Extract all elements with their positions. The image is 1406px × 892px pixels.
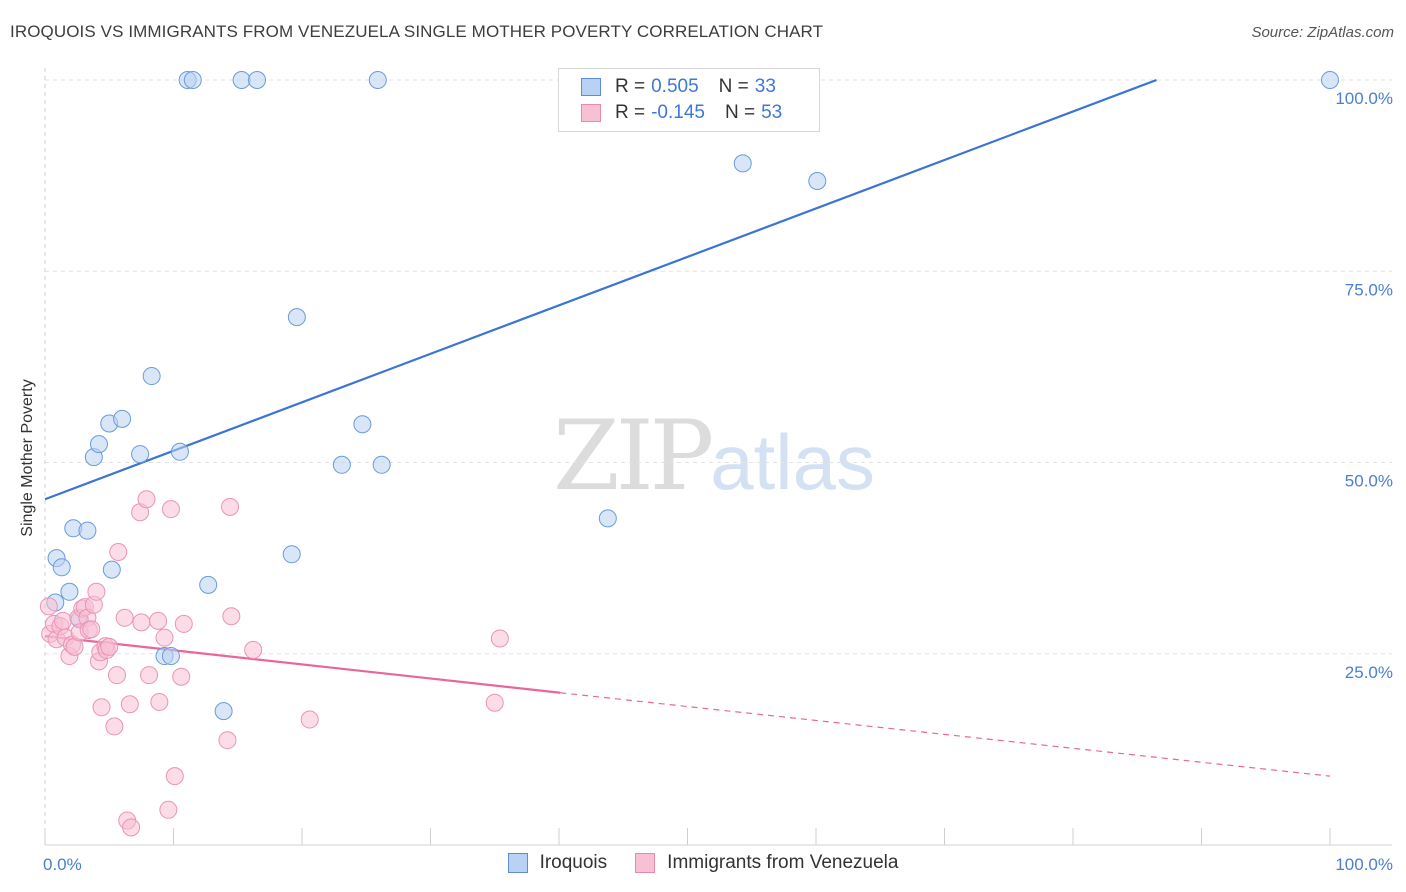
data-point xyxy=(131,445,150,464)
data-point xyxy=(161,500,180,519)
legend-n-value: 33 xyxy=(754,76,776,97)
data-point xyxy=(248,71,267,89)
data-point xyxy=(82,620,101,639)
data-point xyxy=(142,367,161,386)
legend-r-label: R = xyxy=(615,102,646,123)
trend-line-dashed xyxy=(560,692,1331,777)
data-point xyxy=(332,455,351,474)
data-point xyxy=(102,560,121,579)
tick-labels: 25.0% 50.0% 75.0% 100.0% 0.0% 100.0% xyxy=(43,89,1393,874)
data-point xyxy=(100,637,119,656)
data-point xyxy=(107,666,126,685)
correlation-legend: R = 0.505 N = 33 R = -0.145 N = 53 xyxy=(558,68,820,132)
legend-n-value: 53 xyxy=(761,102,783,123)
data-point xyxy=(199,575,218,594)
legend-label-venezuela: Immigrants from Venezuela xyxy=(667,852,899,873)
trend-line xyxy=(44,635,561,694)
data-point xyxy=(490,629,509,648)
data-point xyxy=(105,717,124,736)
x-tick-label: 0.0% xyxy=(43,855,82,874)
data-point xyxy=(232,71,251,89)
data-point xyxy=(598,509,617,528)
legend-item-venezuela[interactable]: Immigrants from Venezuela xyxy=(635,852,898,874)
y-tick-label: 100.0% xyxy=(1335,89,1393,108)
data-point xyxy=(733,154,752,173)
data-point xyxy=(115,608,134,627)
data-point xyxy=(300,710,319,729)
data-point xyxy=(808,171,827,190)
data-point xyxy=(221,497,240,516)
data-point xyxy=(161,647,180,666)
data-point xyxy=(1321,71,1339,89)
data-point xyxy=(120,695,139,714)
data-point xyxy=(485,693,504,712)
trend-line xyxy=(44,78,1157,501)
data-point xyxy=(287,308,306,327)
data-point xyxy=(52,558,71,577)
axes xyxy=(44,68,1392,846)
data-point xyxy=(155,628,174,647)
data-point xyxy=(165,767,184,786)
legend-label-iroquois: Iroquois xyxy=(539,852,608,873)
data-point xyxy=(183,71,202,89)
data-point xyxy=(87,582,106,601)
data-point xyxy=(174,614,193,633)
legend-swatch-blue xyxy=(581,78,601,96)
chart-title: IROQUOIS VS IMMIGRANTS FROM VENEZUELA SI… xyxy=(10,22,824,41)
data-points xyxy=(39,71,1339,837)
data-point xyxy=(109,543,128,562)
legend-r-label: R = xyxy=(615,76,646,97)
series-legend: Iroquois Immigrants from Venezuela xyxy=(0,852,1406,874)
data-point xyxy=(368,71,387,89)
data-point xyxy=(92,698,111,717)
data-point xyxy=(149,611,168,630)
trend-lines xyxy=(44,78,1331,777)
y-tick-label: 25.0% xyxy=(1345,663,1393,682)
y-tick-label: 50.0% xyxy=(1345,472,1393,491)
legend-swatch-venezuela xyxy=(635,853,656,873)
legend-r-value: -0.145 xyxy=(651,102,705,123)
data-point xyxy=(60,582,79,601)
legend-n-label: N = xyxy=(724,102,756,123)
x-tick-label: 100.0% xyxy=(1335,855,1393,874)
data-point xyxy=(170,442,189,461)
data-point xyxy=(282,545,301,564)
data-point xyxy=(222,607,241,626)
data-point xyxy=(159,800,178,819)
data-point xyxy=(53,611,72,630)
data-point xyxy=(150,692,169,711)
legend-swatch-pink xyxy=(581,104,601,122)
legend-row-iroquois: R = 0.505 N = 33 xyxy=(581,74,776,100)
legend-swatch-iroquois xyxy=(507,853,528,873)
legend-n-label: N = xyxy=(718,76,749,97)
data-point xyxy=(113,409,132,428)
legend-item-iroquois[interactable]: Iroquois xyxy=(507,852,608,874)
data-point xyxy=(137,490,156,509)
grid-lines xyxy=(45,79,1392,655)
data-point xyxy=(244,640,263,659)
watermark-zip: ZIP xyxy=(553,400,714,512)
legend-r-value: 0.505 xyxy=(651,76,699,97)
data-point xyxy=(140,666,159,685)
source-label: Source: ZipAtlas.com xyxy=(1251,24,1394,41)
data-point xyxy=(89,435,108,454)
data-point xyxy=(214,702,233,721)
data-point xyxy=(78,521,97,540)
data-point xyxy=(372,455,391,474)
legend-row-venezuela: R = -0.145 N = 53 xyxy=(581,100,782,126)
data-point xyxy=(218,731,237,750)
y-tick-label: 75.0% xyxy=(1345,280,1393,299)
data-point xyxy=(172,667,191,686)
data-point xyxy=(132,613,151,632)
data-point xyxy=(122,818,141,837)
data-point xyxy=(39,597,58,616)
data-point xyxy=(353,415,372,434)
